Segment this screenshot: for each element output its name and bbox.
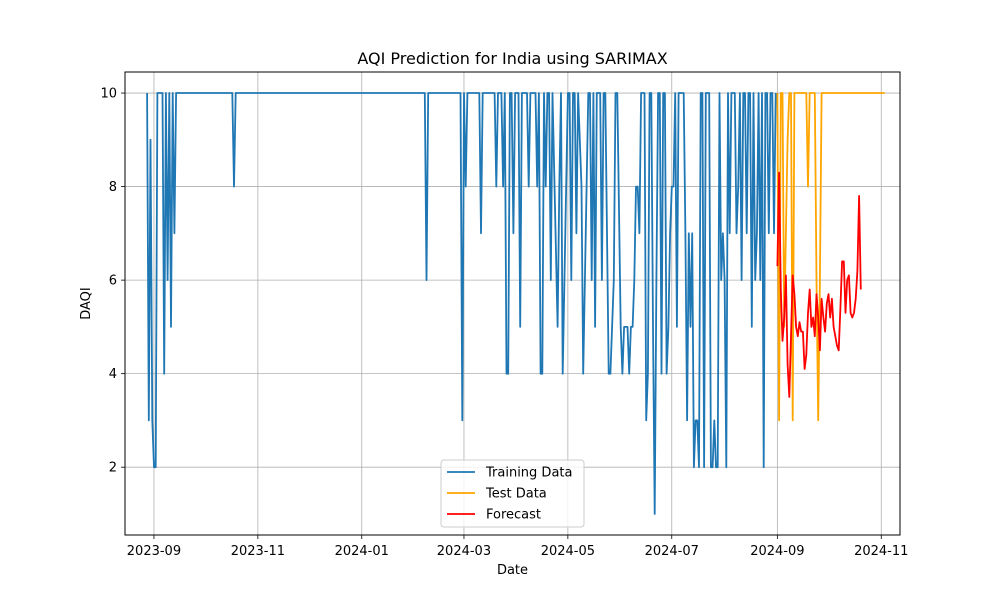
- test-data-line: [776, 92, 885, 422]
- legend-items: Training Data Test Data Forecast: [447, 466, 572, 523]
- x-tick-label: 2024-09: [750, 544, 804, 559]
- forecast-line: [776, 171, 862, 398]
- y-tick-label: 4: [109, 367, 117, 382]
- legend-box: [440, 459, 585, 528]
- x-tick-label: 2024-05: [541, 544, 595, 559]
- x-tick-label: 2024-11: [854, 544, 908, 559]
- plot-series: [146, 92, 885, 515]
- legend: Training Data Test Data Forecast: [440, 459, 585, 528]
- x-axis-title: Date: [497, 563, 528, 578]
- y-tick-label: 8: [109, 180, 117, 195]
- chart-title: AQI Prediction for India using SARIMAX: [357, 49, 667, 68]
- grid-lines: [125, 72, 900, 535]
- x-tick-label: 2024-07: [645, 544, 699, 559]
- x-tick-label: 2023-09: [127, 544, 181, 559]
- plot-frame: [124, 71, 901, 536]
- x-axis-ticks: 2023-09 2023-11 2024-01 2024-03 2024-05 2024-…: [127, 535, 908, 559]
- y-tick-label: 10: [100, 87, 117, 102]
- legend-label-training-data: Training Data: [485, 466, 572, 481]
- y-axis-title: DAQI: [79, 287, 94, 320]
- y-tick-label: 2: [109, 461, 117, 476]
- legend-label-test-data: Test Data: [485, 487, 547, 502]
- legend-label-forecast: Forecast: [486, 508, 541, 523]
- training-data-line: [146, 92, 777, 515]
- y-axis-ticks: 2 4 6 8 10: [100, 87, 125, 476]
- x-tick-label: 2024-01: [335, 544, 389, 559]
- y-tick-label: 6: [109, 274, 117, 289]
- x-tick-label: 2023-11: [231, 544, 285, 559]
- x-tick-label: 2024-03: [437, 544, 491, 559]
